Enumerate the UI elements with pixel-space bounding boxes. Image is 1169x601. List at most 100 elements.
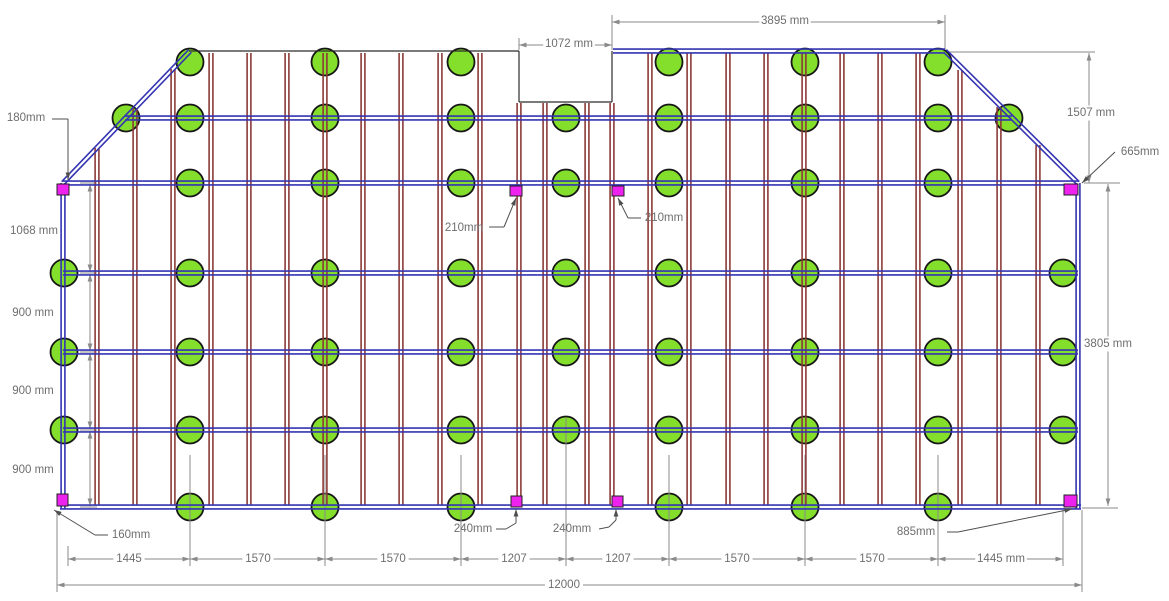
pile-marker xyxy=(1048,337,1078,367)
dimension-label: 1207 xyxy=(605,553,631,565)
dimension-label: 900 mm xyxy=(12,385,54,397)
pile-marker xyxy=(49,337,79,367)
dimension-label-bg xyxy=(1082,336,1134,352)
callout-label: 160mm xyxy=(112,529,150,541)
dimension-arrow xyxy=(661,556,669,562)
pile-marker xyxy=(923,258,953,288)
beam-line xyxy=(943,51,1078,185)
dimension-arrow xyxy=(57,582,65,588)
dimension-arrow xyxy=(566,556,574,562)
dimension-label: 900 mm xyxy=(12,307,54,319)
dimension-arrow xyxy=(937,19,945,25)
leader-arrow xyxy=(618,198,624,206)
dimension-label-bg xyxy=(545,577,583,593)
pile-marker xyxy=(551,337,581,367)
dimension-arrow xyxy=(87,421,93,429)
dimension-label-bg xyxy=(113,551,145,567)
dimension-label-bg xyxy=(856,551,888,567)
pile-marker xyxy=(790,337,820,367)
leader-arrow xyxy=(510,198,516,206)
pile-marker xyxy=(175,415,205,445)
dimension-arrow xyxy=(938,556,946,562)
pile-marker xyxy=(310,337,340,367)
dimension-arrow xyxy=(1086,53,1092,61)
leader-line xyxy=(1081,151,1116,184)
callout-label: 240mm xyxy=(553,523,591,535)
pile-marker xyxy=(1048,415,1078,445)
pile-marker xyxy=(446,47,476,77)
dimension-arrow xyxy=(87,431,93,439)
pile-marker xyxy=(310,47,340,77)
leader-arrow xyxy=(613,509,619,517)
dimension-label: 1445 mm xyxy=(977,553,1025,565)
pile-marker xyxy=(49,258,79,288)
dimension-arrow xyxy=(68,556,76,562)
beam-line xyxy=(945,49,1080,183)
pile-marker xyxy=(175,337,205,367)
dimension-label-bg xyxy=(759,13,811,29)
pile-marker xyxy=(654,337,684,367)
dimension-arrow xyxy=(87,184,93,192)
dimension-label: 1570 xyxy=(859,553,885,565)
dimension-arrow xyxy=(87,343,93,351)
dimension-arrow xyxy=(87,353,93,361)
dimension-arrow xyxy=(87,498,93,506)
dimension-label: 900 mm xyxy=(12,464,54,476)
dimension-arrow xyxy=(612,19,620,25)
leader-arrow xyxy=(513,509,519,517)
pile-marker xyxy=(654,258,684,288)
pile-marker xyxy=(551,168,581,198)
pile-marker xyxy=(310,258,340,288)
pile-marker xyxy=(923,103,953,133)
pile-marker xyxy=(654,168,684,198)
dimension-label: 1072 mm xyxy=(545,38,593,50)
dimension-label-bg xyxy=(543,36,595,52)
pile-marker xyxy=(111,103,141,133)
pile-marker xyxy=(175,47,205,77)
pile-marker xyxy=(1048,258,1078,288)
pile-marker xyxy=(446,258,476,288)
pile-marker xyxy=(790,168,820,198)
dimension-label: 1570 xyxy=(245,553,271,565)
corner-plate xyxy=(1063,183,1079,196)
dimension-arrow xyxy=(1105,498,1111,506)
dimension-arrow xyxy=(1105,184,1111,192)
corner-plate xyxy=(56,493,69,507)
callout-label: 885mm xyxy=(897,526,935,538)
pile-marker xyxy=(446,337,476,367)
pile-marker xyxy=(310,103,340,133)
dimension-label-bg xyxy=(1065,105,1117,121)
dimension-arrow xyxy=(453,556,461,562)
dimension-label: 3805 mm xyxy=(1084,338,1132,350)
dimension-arrow xyxy=(797,556,805,562)
pile-marker xyxy=(310,168,340,198)
dimension-arrow xyxy=(1074,582,1082,588)
pile-marker xyxy=(923,168,953,198)
beam-line xyxy=(63,51,192,185)
dimension-label: 1068 mm xyxy=(10,225,58,237)
dimension-arrow xyxy=(519,42,527,48)
dimension-label: 1570 xyxy=(724,553,750,565)
leader-arrow xyxy=(1064,508,1072,513)
leader-arrow xyxy=(54,510,62,516)
leader-line xyxy=(598,526,610,530)
dimension-arrow xyxy=(604,42,612,48)
pile-marker xyxy=(49,415,79,445)
beam-line xyxy=(61,49,190,183)
pile-marker xyxy=(310,415,340,445)
pile-marker xyxy=(790,415,820,445)
leader-line xyxy=(957,508,1073,533)
dimension-label: 1507 mm xyxy=(1067,107,1115,119)
callout-label: 180mm xyxy=(7,112,45,124)
pile-marker xyxy=(446,168,476,198)
corner-plate xyxy=(510,495,523,508)
dimension-arrow xyxy=(87,274,93,282)
dimension-label: 1207 xyxy=(501,553,527,565)
dimension-label: 3895 mm xyxy=(761,15,809,27)
pile-marker xyxy=(551,258,581,288)
corner-plate xyxy=(611,185,625,197)
leader-line xyxy=(505,522,517,530)
dimension-arrow xyxy=(461,556,469,562)
